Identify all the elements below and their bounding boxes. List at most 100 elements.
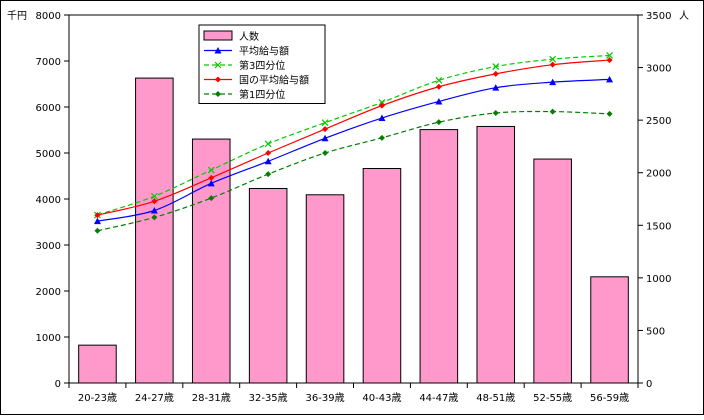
point-series-3-5	[378, 134, 385, 141]
point-series-3-8	[549, 108, 556, 115]
point-series-2-8	[549, 61, 556, 68]
point-series-0-4	[321, 134, 329, 142]
legend-label: 人数	[239, 30, 259, 43]
x-tick-label: 24-27歳	[135, 392, 174, 404]
x-tick-label: 44-47歳	[419, 392, 458, 404]
legend-marker	[214, 61, 222, 69]
point-series-1-1	[150, 192, 158, 200]
right-tick-label: 1500	[646, 221, 671, 232]
right-tick-label: 1000	[646, 274, 671, 285]
marker-stroke	[150, 192, 158, 200]
point-series-0-5	[378, 114, 386, 122]
left-tick-label: 0	[55, 379, 61, 390]
point-series-2-7	[492, 70, 499, 77]
bar-56-59歳	[590, 276, 629, 384]
bar-series-group	[78, 77, 629, 384]
point-series-0-0	[93, 217, 101, 225]
point-series-0-3	[264, 157, 272, 165]
point-series-2-3	[265, 150, 272, 156]
marker-stroke	[549, 55, 557, 63]
bar-32-35歳	[248, 187, 288, 384]
point-series-0-9	[606, 75, 614, 83]
point-series-1-2	[207, 166, 215, 174]
legend-label: 第1四分位	[239, 88, 285, 101]
bar-36-39歳	[305, 194, 345, 384]
point-series-0-6	[435, 97, 443, 105]
point-series-0-8	[549, 78, 557, 86]
left-axis-unit: 千円	[7, 10, 27, 22]
legend-marker	[215, 91, 221, 97]
marker-stroke	[378, 98, 386, 106]
legend-marker	[215, 76, 221, 83]
point-series-2-1	[151, 198, 158, 205]
x-tick-label: 20-23歳	[78, 392, 117, 404]
left-tick-label: 1000	[36, 333, 61, 344]
point-series-2-5	[378, 102, 385, 109]
left-tick-label: 5000	[36, 149, 61, 160]
point-series-3-1	[151, 214, 158, 221]
legend-marker	[214, 47, 222, 54]
line-series-0	[97, 78, 610, 222]
point-series-2-2	[208, 174, 215, 181]
bar-52-55歳	[533, 158, 572, 384]
left-tick-label: 4000	[36, 195, 61, 206]
right-tick-label: 500	[646, 326, 665, 337]
point-series-3-7	[492, 109, 499, 116]
right-tick-label: 3500	[646, 11, 671, 22]
left-tick-label: 6000	[36, 103, 61, 114]
marker-stroke	[321, 119, 329, 127]
bar-44-47歳	[419, 129, 459, 384]
left-tick-label: 2000	[36, 287, 61, 298]
line-series-group	[93, 52, 614, 234]
x-tick-label: 52-55歳	[533, 392, 572, 404]
x-tick-label: 48-51歳	[476, 392, 515, 404]
right-tick-label: 0	[646, 379, 652, 390]
x-tick-label: 40-43歳	[362, 392, 401, 404]
point-series-3-3	[265, 171, 272, 178]
legend-swatch-bar	[203, 30, 233, 41]
point-series-1-4	[321, 119, 329, 127]
point-series-1-3	[264, 140, 272, 148]
axes-group: 0 1000 2000 3000 4000 5000 6000 7000 8000 千円 0 500 1…	[7, 10, 689, 404]
point-series-0-1	[150, 207, 158, 214]
x-tick-label: 56-59歳	[590, 392, 629, 404]
x-tick-label: 32-35歳	[249, 392, 288, 404]
right-axis-unit: 人	[679, 10, 689, 22]
marker-stroke	[264, 140, 272, 148]
left-tick-label: 8000	[36, 11, 61, 22]
right-tick-label: 2500	[646, 116, 671, 127]
point-series-2-0	[94, 212, 101, 219]
point-series-3-0	[94, 227, 101, 234]
bar-48-51歳	[476, 125, 516, 384]
line-series-2	[97, 59, 610, 216]
point-series-1-6	[435, 76, 443, 84]
point-series-0-2	[207, 179, 215, 187]
legend-label: 国の平均給与額	[239, 74, 309, 87]
point-series-1-9	[606, 52, 613, 59]
point-series-2-4	[322, 126, 329, 133]
point-series-3-6	[435, 119, 442, 126]
right-tick-label: 2000	[646, 169, 671, 180]
x-tick-label: 36-39歳	[306, 392, 345, 404]
x-tick-label: 28-31歳	[192, 392, 231, 404]
left-tick-label: 7000	[36, 57, 61, 68]
marker-stroke	[207, 166, 215, 174]
legend-label: 平均給与額	[239, 45, 289, 58]
marker-stroke	[214, 61, 222, 69]
point-series-2-9	[606, 57, 613, 64]
legend-label: 第3四分位	[239, 59, 285, 72]
left-tick-label: 3000	[36, 241, 61, 252]
bar-20-23歳	[78, 344, 117, 384]
point-series-3-9	[606, 110, 613, 117]
line-series-1	[97, 54, 610, 216]
point-series-3-2	[208, 195, 215, 202]
line-series-3	[97, 110, 610, 232]
marker-stroke	[606, 52, 613, 59]
bar-40-43歳	[362, 168, 402, 384]
marker-stroke	[492, 63, 500, 70]
point-series-1-7	[492, 63, 500, 70]
right-tick-label: 3000	[646, 64, 671, 75]
marker-stroke	[435, 76, 443, 84]
